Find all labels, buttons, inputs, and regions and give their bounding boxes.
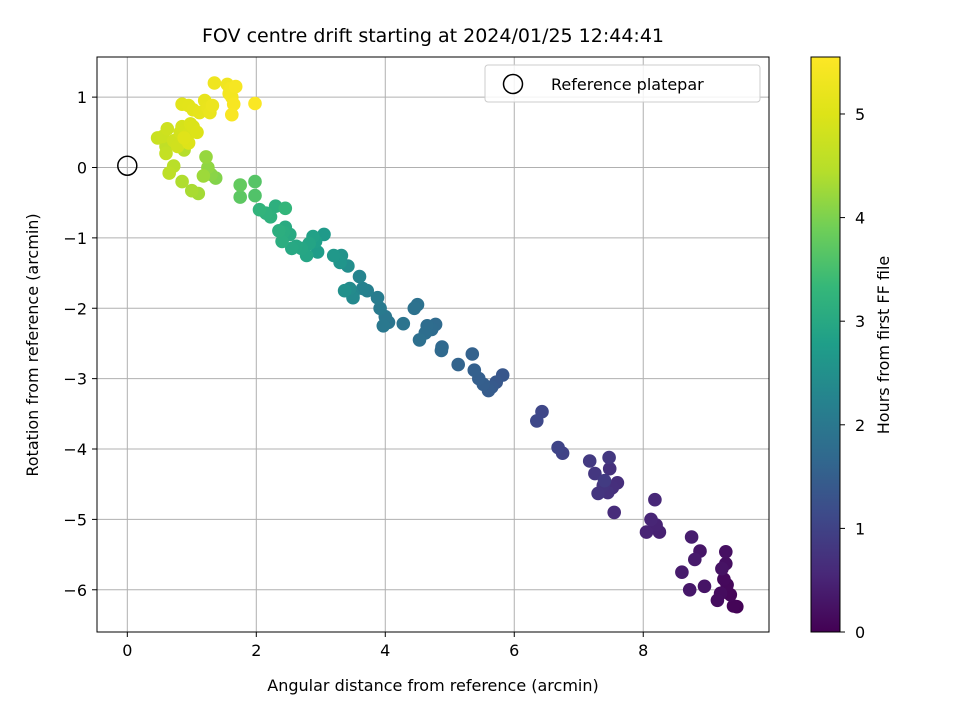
scatter-point — [199, 150, 213, 164]
grid-lines — [97, 57, 769, 632]
scatter-point — [467, 363, 482, 378]
x-tick-label: 2 — [251, 641, 261, 660]
scatter-point — [248, 174, 262, 189]
scatter-point — [530, 414, 544, 428]
colorbar-ticks: 0 1 2 3 4 5 — [840, 105, 865, 642]
scatter-point — [407, 301, 422, 316]
plot-frame — [96, 56, 770, 633]
scatter-point — [285, 241, 299, 256]
y-axis-label: Rotation from reference (arcmin) — [23, 213, 42, 476]
scatter-point — [710, 593, 725, 608]
reference-platepar-marker — [117, 155, 138, 176]
x-tick-label: 8 — [638, 641, 648, 660]
scatter-point — [588, 466, 602, 481]
y-tick-label: 1 — [77, 88, 87, 107]
scatter-point — [160, 122, 175, 136]
scatter-point — [648, 492, 662, 507]
scatter-point — [697, 579, 712, 594]
colorbar: 0 1 2 3 4 5 Hours from first FF file — [810, 56, 893, 642]
scatter-point — [185, 183, 199, 198]
legend-box — [484, 64, 761, 103]
scatter-point — [370, 290, 385, 305]
colorbar-tick-label: 4 — [855, 209, 865, 228]
scatter-point — [602, 450, 616, 465]
scatter-point — [551, 440, 565, 455]
scatter-point — [717, 572, 731, 586]
scatter-point — [207, 76, 222, 90]
scatter-point — [719, 545, 733, 559]
legend: Reference platepar — [484, 64, 761, 103]
scatter-point — [434, 343, 449, 358]
scatter-point — [252, 202, 267, 217]
x-tick-label: 4 — [380, 641, 390, 660]
scatter-point — [451, 357, 466, 372]
scatter-point — [644, 512, 658, 527]
scatter-point — [326, 248, 341, 263]
colorbar-tick-label: 1 — [855, 519, 865, 538]
scatter-point — [225, 107, 239, 122]
scatter-point — [607, 505, 621, 520]
scatter-point — [226, 97, 241, 111]
y-tick-label: −4 — [63, 440, 87, 459]
scatter-point — [228, 79, 243, 94]
scatter-point — [412, 333, 427, 347]
legend-marker-icon — [502, 73, 524, 95]
y-tick-label: −5 — [63, 510, 87, 529]
scatter-point — [248, 96, 262, 111]
scatter-point — [376, 319, 391, 333]
scatter-point — [726, 599, 741, 613]
data-points — [150, 76, 744, 614]
colorbar-tick-label: 3 — [855, 312, 865, 331]
x-axis-ticks: 0 2 4 6 8 — [122, 632, 648, 660]
scatter-point — [682, 583, 697, 597]
scatter-point — [175, 174, 189, 189]
scatter-point — [591, 486, 605, 501]
colorbar-tick-label: 5 — [855, 105, 865, 124]
scatter-point — [684, 530, 699, 544]
scatter-point — [159, 146, 173, 161]
scatter-point — [639, 525, 654, 539]
chart-title: FOV centre drift starting at 2024/01/25 … — [202, 25, 664, 47]
x-tick-label: 0 — [122, 641, 132, 660]
y-tick-label: −6 — [63, 581, 87, 600]
scatter-point — [310, 245, 325, 259]
colorbar-tick-label: 0 — [855, 623, 865, 642]
scatter-point — [162, 166, 176, 180]
scatter-point — [233, 190, 247, 204]
scatter-point — [196, 169, 211, 183]
scatter-point — [465, 347, 480, 361]
scatter-point — [352, 269, 367, 284]
y-tick-label: −3 — [63, 370, 87, 389]
scatter-point — [337, 283, 352, 298]
scatter-point — [275, 234, 289, 249]
x-tick-label: 6 — [509, 641, 519, 660]
scatter-point — [396, 316, 411, 331]
x-axis-label: Angular distance from reference (arcmin) — [267, 676, 598, 695]
scatter-point — [675, 565, 689, 579]
scatter-point — [373, 301, 387, 316]
scatter-point — [602, 461, 617, 476]
scatter-point — [190, 125, 204, 140]
scatter-point — [278, 201, 293, 216]
colorbar-gradient — [811, 57, 840, 632]
y-tick-label: −1 — [63, 229, 87, 248]
scatter-point — [688, 552, 702, 567]
y-tick-label: −2 — [63, 299, 87, 318]
legend-label: Reference platepar — [551, 75, 704, 94]
colorbar-tick-label: 2 — [855, 416, 865, 435]
colorbar-frame — [810, 56, 841, 633]
colorbar-label: Hours from first FF file — [874, 256, 893, 435]
scatter-point — [715, 561, 729, 576]
scatter-point — [597, 473, 612, 488]
scatter-point — [205, 98, 220, 113]
scatter-point — [233, 178, 247, 192]
y-tick-label: 0 — [77, 158, 87, 177]
scatter-point — [248, 188, 262, 203]
scatter-point — [272, 224, 286, 238]
y-axis-ticks: 1 0 −1 −2 −3 −4 −5 −6 — [63, 88, 97, 600]
scatter-point — [177, 131, 191, 145]
scatter-point — [582, 454, 597, 468]
